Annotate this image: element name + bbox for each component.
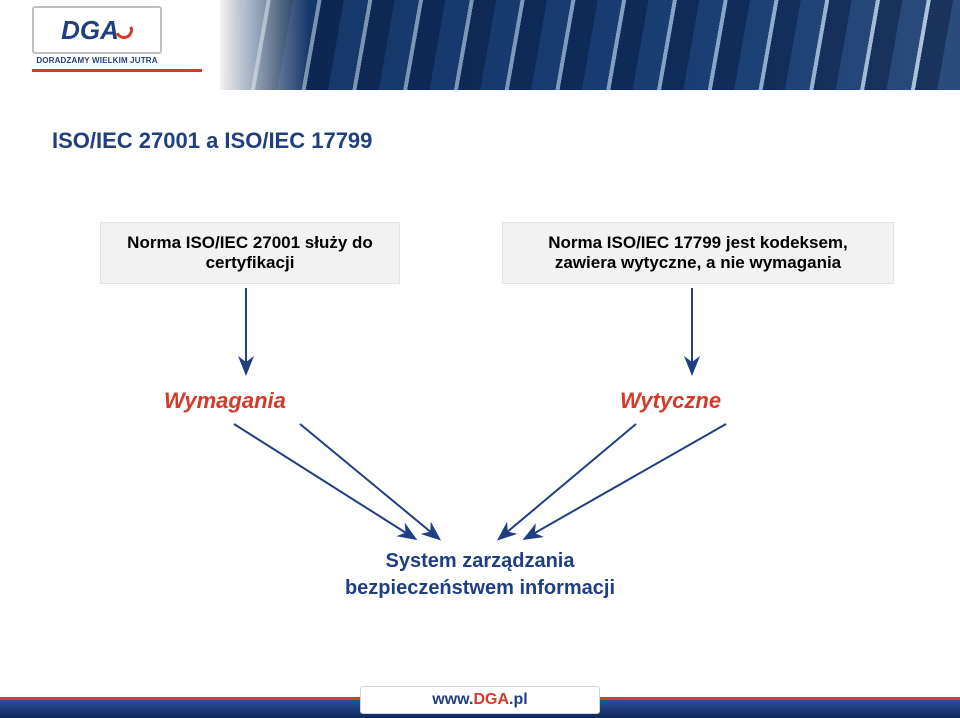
logo-box: DGA xyxy=(32,6,162,54)
system-line1: System zarządzania xyxy=(0,548,960,575)
logo-text-label: DGA xyxy=(61,15,119,46)
system-line2: bezpieczeństwem informacji xyxy=(0,575,960,602)
page-title: ISO/IEC 27001 a ISO/IEC 17799 xyxy=(52,128,372,154)
header-banner xyxy=(220,0,960,90)
header-banner-bg xyxy=(220,0,960,90)
footer-url-main: DGA xyxy=(473,691,509,709)
footer-url-suffix: .pl xyxy=(509,691,528,709)
box-right-line2: zawiera wytyczne, a nie wymagania xyxy=(511,253,885,273)
logo: DGA DORADZAMY WIELKIM JUTRA xyxy=(32,6,202,84)
word-wytyczne: Wytyczne xyxy=(620,388,721,414)
footer-url-prefix: www. xyxy=(432,691,473,709)
header: DGA DORADZAMY WIELKIM JUTRA xyxy=(0,0,960,90)
word-wymagania: Wymagania xyxy=(164,388,286,414)
footer: www. DGA .pl xyxy=(0,676,960,718)
box-right: Norma ISO/IEC 17799 jest kodeksem, zawie… xyxy=(502,222,894,284)
logo-text: DGA xyxy=(61,15,133,46)
footer-url: www. DGA .pl xyxy=(360,686,600,714)
logo-tagline: DORADZAMY WIELKIM JUTRA xyxy=(32,56,162,65)
box-right-line1: Norma ISO/IEC 17799 jest kodeksem, xyxy=(511,233,885,253)
logo-underline xyxy=(32,69,202,72)
system-text: System zarządzania bezpieczeństwem infor… xyxy=(0,548,960,602)
box-left-line2: certyfikacji xyxy=(109,253,391,273)
arrows-overlay xyxy=(0,0,960,718)
box-left-line1: Norma ISO/IEC 27001 służy do xyxy=(109,233,391,253)
box-left: Norma ISO/IEC 27001 służy do certyfikacj… xyxy=(100,222,400,284)
